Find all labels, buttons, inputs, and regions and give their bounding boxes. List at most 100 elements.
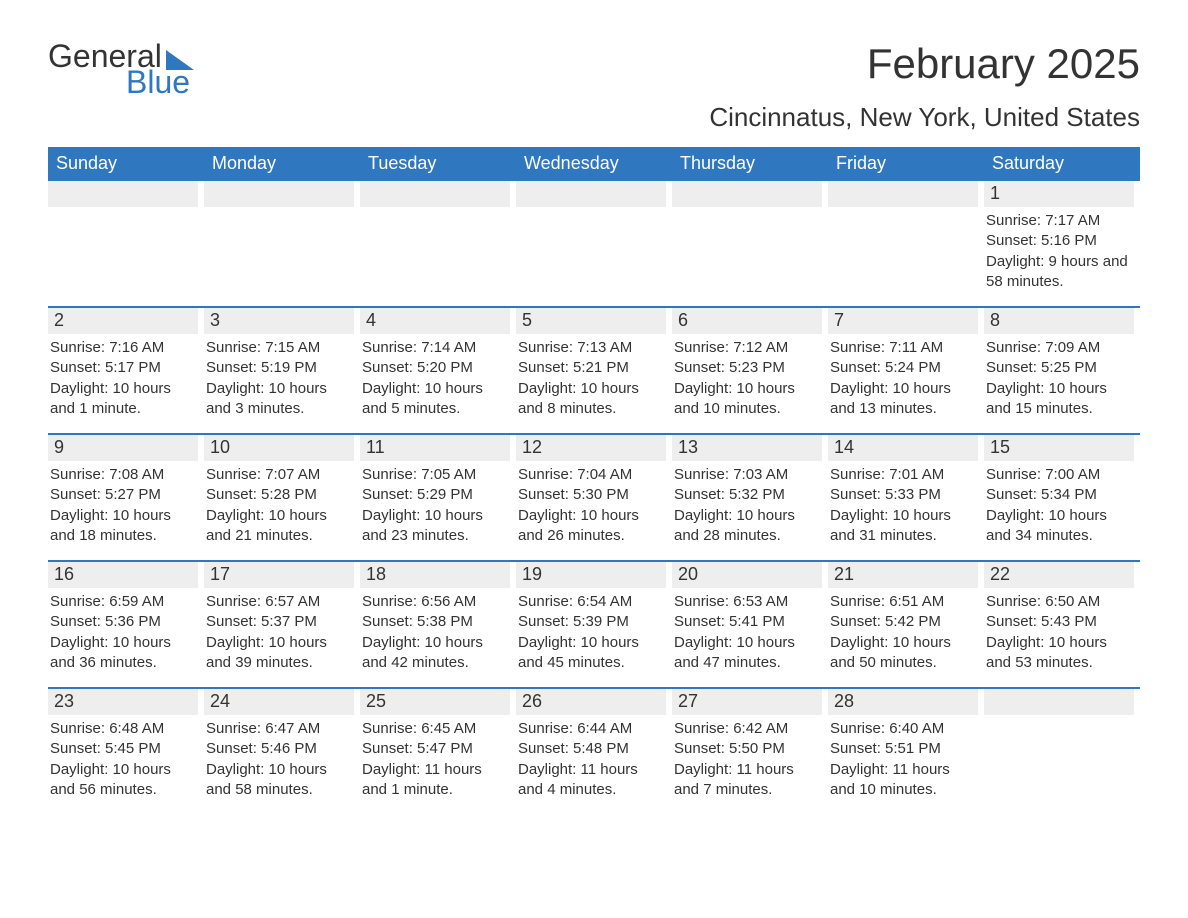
daylight-text: Daylight: 10 hours and 21 minutes. (206, 506, 354, 547)
day-body: Sunrise: 7:03 AMSunset: 5:32 PMDaylight:… (672, 465, 822, 546)
calendar-day-cell: 6 Sunrise: 7:12 AMSunset: 5:23 PMDaylight… (672, 308, 828, 419)
sunset-text: Sunset: 5:39 PM (518, 612, 666, 632)
calendar-week-row: 16Sunrise: 6:59 AMSunset: 5:36 PMDayligh… (48, 560, 1140, 673)
sunrise-text: Sunrise: 6:59 AM (50, 592, 198, 612)
calendar-day-cell: 17 Sunrise: 6:57 AMSunset: 5:37 PMDayligh… (204, 562, 360, 673)
sunset-text: Sunset: 5:43 PM (986, 612, 1134, 632)
sunset-text: Sunset: 5:51 PM (830, 739, 978, 759)
day-body: Sunrise: 7:12 AMSunset: 5:23 PMDaylight:… (672, 338, 822, 419)
day-number-bar: 12 (516, 435, 666, 461)
sunrise-text: Sunrise: 6:50 AM (986, 592, 1134, 612)
day-body: Sunrise: 7:07 AMSunset: 5:28 PMDaylight:… (204, 465, 354, 546)
sunrise-text: Sunrise: 7:13 AM (518, 338, 666, 358)
calendar-day-cell: 19Sunrise: 6:54 AMSunset: 5:39 PMDayligh… (516, 562, 672, 673)
sunset-text: Sunset: 5:38 PM (362, 612, 510, 632)
calendar-day-cell: 13Sunrise: 7:03 AMSunset: 5:32 PMDayligh… (672, 435, 828, 546)
day-number-bar: 14 (828, 435, 978, 461)
sunrise-text: Sunrise: 7:04 AM (518, 465, 666, 485)
sunset-text: Sunset: 5:50 PM (674, 739, 822, 759)
sunrise-text: Sunrise: 7:12 AM (674, 338, 822, 358)
calendar-day-cell: 7Sunrise: 7:11 AMSunset: 5:24 PMDaylight… (828, 308, 984, 419)
weekday-header-row: SundayMondayTuesdayWednesdayThursdayFrid… (48, 147, 1140, 181)
day-body: Sunrise: 6:53 AMSunset: 5:41 PMDaylight:… (672, 592, 822, 673)
daylight-text: Daylight: 10 hours and 13 minutes. (830, 379, 978, 420)
day-body: Sunrise: 7:04 AMSunset: 5:30 PMDaylight:… (516, 465, 666, 546)
calendar-day-cell: 4Sunrise: 7:14 AMSunset: 5:20 PMDaylight… (360, 308, 516, 419)
logo: General Blue (48, 40, 194, 98)
day-number-bar (516, 181, 666, 207)
daylight-text: Daylight: 10 hours and 5 minutes. (362, 379, 510, 420)
page-title: February 2025 (867, 40, 1140, 88)
day-number-bar: 24 (204, 689, 354, 715)
sunset-text: Sunset: 5:46 PM (206, 739, 354, 759)
daylight-text: Daylight: 9 hours and 58 minutes. (986, 252, 1134, 293)
calendar-day-cell: 27Sunrise: 6:42 AMSunset: 5:50 PMDayligh… (672, 689, 828, 800)
day-number-bar: 6 (672, 308, 822, 334)
day-number-bar: 8 (984, 308, 1134, 334)
daylight-text: Daylight: 10 hours and 36 minutes. (50, 633, 198, 674)
calendar-day-cell: 16Sunrise: 6:59 AMSunset: 5:36 PMDayligh… (48, 562, 204, 673)
daylight-text: Daylight: 10 hours and 8 minutes. (518, 379, 666, 420)
day-body: Sunrise: 7:11 AMSunset: 5:24 PMDaylight:… (828, 338, 978, 419)
day-number-bar: 17 (204, 562, 354, 588)
day-number-bar (828, 181, 978, 207)
sunrise-text: Sunrise: 7:09 AM (986, 338, 1134, 358)
sunrise-text: Sunrise: 6:40 AM (830, 719, 978, 739)
day-body: Sunrise: 6:47 AMSunset: 5:46 PMDaylight:… (204, 719, 354, 800)
daylight-text: Daylight: 10 hours and 42 minutes. (362, 633, 510, 674)
calendar-empty-cell (48, 181, 204, 292)
calendar-day-cell: 23Sunrise: 6:48 AMSunset: 5:45 PMDayligh… (48, 689, 204, 800)
weekday-header: Thursday (672, 147, 828, 181)
weekday-header: Sunday (48, 147, 204, 181)
calendar-week-row: 2Sunrise: 7:16 AMSunset: 5:17 PMDaylight… (48, 306, 1140, 419)
sunset-text: Sunset: 5:48 PM (518, 739, 666, 759)
calendar-day-cell: 1Sunrise: 7:17 AMSunset: 5:16 PMDaylight… (984, 181, 1140, 292)
sunset-text: Sunset: 5:19 PM (206, 358, 354, 378)
sunrise-text: Sunrise: 6:51 AM (830, 592, 978, 612)
sunrise-text: Sunrise: 7:15 AM (206, 338, 354, 358)
weekday-header: Friday (828, 147, 984, 181)
day-number-bar: 26 (516, 689, 666, 715)
sunrise-text: Sunrise: 7:01 AM (830, 465, 978, 485)
daylight-text: Daylight: 10 hours and 15 minutes. (986, 379, 1134, 420)
day-number-bar: 3 (204, 308, 354, 334)
calendar-day-cell: 11Sunrise: 7:05 AMSunset: 5:29 PMDayligh… (360, 435, 516, 546)
calendar-page: General Blue February 2025 Cincinnatus, … (0, 0, 1188, 848)
day-body: Sunrise: 6:57 AMSunset: 5:37 PMDaylight:… (204, 592, 354, 673)
calendar-day-cell: 25Sunrise: 6:45 AMSunset: 5:47 PMDayligh… (360, 689, 516, 800)
day-body: Sunrise: 7:00 AMSunset: 5:34 PMDaylight:… (984, 465, 1134, 546)
calendar-week-row: 1Sunrise: 7:17 AMSunset: 5:16 PMDaylight… (48, 181, 1140, 292)
day-number-bar: 19 (516, 562, 666, 588)
calendar-empty-cell (672, 181, 828, 292)
sunrise-text: Sunrise: 6:54 AM (518, 592, 666, 612)
calendar-day-cell: 8Sunrise: 7:09 AMSunset: 5:25 PMDaylight… (984, 308, 1140, 419)
sunset-text: Sunset: 5:24 PM (830, 358, 978, 378)
sunset-text: Sunset: 5:36 PM (50, 612, 198, 632)
day-number-bar: 9 (48, 435, 198, 461)
daylight-text: Daylight: 10 hours and 39 minutes. (206, 633, 354, 674)
sunset-text: Sunset: 5:21 PM (518, 358, 666, 378)
calendar-day-cell: 9Sunrise: 7:08 AMSunset: 5:27 PMDaylight… (48, 435, 204, 546)
location-subtitle: Cincinnatus, New York, United States (48, 102, 1140, 133)
daylight-text: Daylight: 10 hours and 1 minute. (50, 379, 198, 420)
sunrise-text: Sunrise: 6:56 AM (362, 592, 510, 612)
calendar-day-cell: 26 Sunrise: 6:44 AMSunset: 5:48 PMDayligh… (516, 689, 672, 800)
day-body: Sunrise: 6:44 AMSunset: 5:48 PMDaylight:… (516, 719, 666, 800)
sunrise-text: Sunrise: 7:11 AM (830, 338, 978, 358)
calendar-day-cell: 15Sunrise: 7:00 AMSunset: 5:34 PMDayligh… (984, 435, 1140, 546)
day-number-bar: 21 (828, 562, 978, 588)
day-body: Sunrise: 6:40 AMSunset: 5:51 PMDaylight:… (828, 719, 978, 800)
day-body: Sunrise: 6:45 AMSunset: 5:47 PMDaylight:… (360, 719, 510, 800)
header: General Blue February 2025 (48, 40, 1140, 98)
daylight-text: Daylight: 11 hours and 10 minutes. (830, 760, 978, 801)
sunset-text: Sunset: 5:28 PM (206, 485, 354, 505)
daylight-text: Daylight: 10 hours and 23 minutes. (362, 506, 510, 547)
day-body: Sunrise: 7:16 AMSunset: 5:17 PMDaylight:… (48, 338, 198, 419)
day-body: Sunrise: 7:15 AMSunset: 5:19 PMDaylight:… (204, 338, 354, 419)
day-number-bar (984, 689, 1134, 715)
daylight-text: Daylight: 10 hours and 3 minutes. (206, 379, 354, 420)
day-body: Sunrise: 7:05 AMSunset: 5:29 PMDaylight:… (360, 465, 510, 546)
daylight-text: Daylight: 11 hours and 4 minutes. (518, 760, 666, 801)
sunset-text: Sunset: 5:41 PM (674, 612, 822, 632)
daylight-text: Daylight: 10 hours and 56 minutes. (50, 760, 198, 801)
